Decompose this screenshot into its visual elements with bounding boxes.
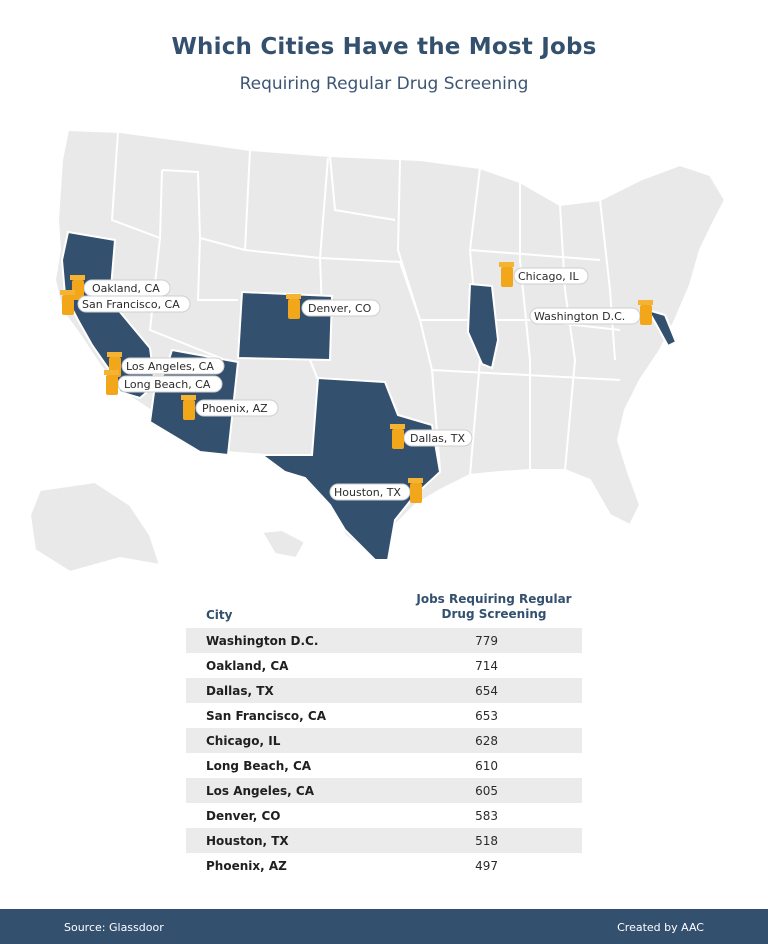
pill-bottle-icon [408,478,423,503]
table-row: Phoenix, AZ 497 [186,853,582,878]
pill-bottle-icon [499,262,514,287]
column-header-jobs-line1: Jobs Requiring Regular [416,592,572,606]
cell-jobs: 610 [475,758,498,773]
table-row: Denver, CO 583 [186,803,582,828]
cell-city: Dallas, TX [206,683,274,698]
pin-label: Denver, CO [308,302,372,315]
cell-jobs: 605 [475,783,498,798]
cell-city: Oakland, CA [206,658,289,673]
state-maryland [645,308,678,348]
pin-label: Phoenix, AZ [202,402,268,415]
pin-washington-dc[interactable]: Washington D.C. [529,300,653,325]
pin-label: Los Angeles, CA [126,360,214,373]
cell-jobs: 497 [475,858,498,873]
table-body: Washington D.C. 779 Oakland, CA 714 Dallas… [186,628,582,878]
source-text: Source: Glassdoor [64,921,164,934]
cell-city: Denver, CO [206,808,281,823]
pill-bottle-icon [286,294,301,319]
cell-city: Los Angeles, CA [206,783,314,798]
pin-label: Oakland, CA [92,282,160,295]
pill-bottle-icon [181,395,196,420]
state-illinois [466,282,500,370]
pin-long-beach[interactable]: Long Beach, CA [104,370,223,395]
pin-label: Long Beach, CA [124,378,211,391]
cell-city: Phoenix, AZ [206,858,287,873]
pin-label: Washington D.C. [534,310,625,323]
alaska [28,480,162,574]
cell-jobs: 583 [475,808,498,823]
table-row: Washington D.C. 779 [186,628,582,653]
pin-chicago[interactable]: Chicago, IL [499,262,589,287]
pill-bottle-icon [390,424,405,449]
pill-bottle-icon [638,300,653,325]
pin-houston[interactable]: Houston, TX [329,478,423,503]
pin-label: Chicago, IL [518,270,579,283]
pill-bottle-icon [60,290,75,315]
pin-denver[interactable]: Denver, CO [286,294,381,319]
cell-jobs: 518 [475,833,498,848]
cell-city: Chicago, IL [206,733,281,748]
state-texas [258,376,442,561]
cell-jobs: 779 [475,633,498,648]
pin-phoenix[interactable]: Phoenix, AZ [181,395,279,420]
pill-bottle-icon [104,370,119,395]
table-row: San Francisco, CA 653 [186,703,582,728]
pin-label: Dallas, TX [410,432,466,445]
cell-jobs: 654 [475,683,498,698]
page-subtitle: Requiring Regular Drug Screening [239,74,529,94]
pin-label: San Francisco, CA [82,298,180,311]
table-row: Dallas, TX 654 [186,678,582,703]
column-header-jobs-line2: Drug Screening [441,607,547,621]
cell-jobs: 714 [475,658,498,673]
column-header-city: City [206,608,233,622]
pin-san-francisco[interactable]: San Francisco, CA [60,290,191,315]
pin-label: Houston, TX [334,486,401,499]
credit-text: Created by AAC [617,921,704,934]
cell-jobs: 628 [475,733,498,748]
cell-jobs: 653 [475,708,498,723]
hawaii [260,528,307,560]
column-header-jobs: Jobs Requiring Regular Drug Screening [396,592,592,622]
table-row: Los Angeles, CA 605 [186,778,582,803]
cell-city: Houston, TX [206,833,289,848]
cell-city: Long Beach, CA [206,758,312,773]
us-map: Oakland, CA San Francisco, CA Los Angele… [28,128,727,574]
table-row: Long Beach, CA 610 [186,753,582,778]
page-title: Which Cities Have the Most Jobs [171,34,597,60]
pin-oakland[interactable]: Oakland, CA [70,275,171,300]
footer-bar: Source: Glassdoor Created by AAC [0,909,768,944]
table-row: Houston, TX 518 [186,828,582,853]
table-row: Oakland, CA 714 [186,653,582,678]
cell-city: Washington D.C. [206,633,319,648]
state-borders [110,131,621,476]
pin-dallas[interactable]: Dallas, TX [390,424,473,449]
table-row: Chicago, IL 628 [186,728,582,753]
cell-city: San Francisco, CA [206,708,327,723]
